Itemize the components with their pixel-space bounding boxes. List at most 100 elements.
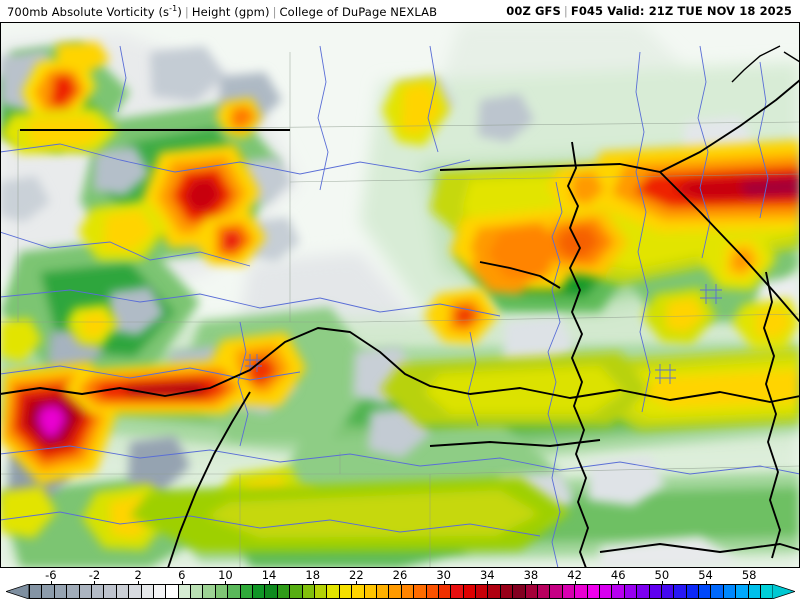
colorbar-cell[interactable] <box>761 585 773 598</box>
colorbar-tick <box>530 581 532 584</box>
colorbar-tick <box>661 581 663 584</box>
colorbar-cell[interactable] <box>525 585 539 598</box>
model-run-label: 00Z GFS <box>506 4 561 18</box>
colorbar-cell[interactable] <box>513 585 526 598</box>
vorticity-field <box>0 22 800 568</box>
colorbar-cell[interactable] <box>339 585 353 598</box>
colorbar-cell[interactable] <box>30 585 43 598</box>
colorbar-cell[interactable] <box>42 585 55 598</box>
colorbar-tick-label: -2 <box>88 568 101 582</box>
colorbar-tick <box>94 581 96 584</box>
colorbar-cell[interactable] <box>550 585 563 598</box>
colorbar-cell[interactable] <box>401 585 415 598</box>
colorbar-cell[interactable] <box>203 585 216 598</box>
colorbar-cell[interactable] <box>54 585 68 598</box>
header-title-left: 700mb Absolute Vorticity (s-1) | Height (g… <box>7 4 437 19</box>
colorbar-cell[interactable] <box>599 585 613 598</box>
colorbar-cell[interactable] <box>364 585 377 598</box>
colorbar-cell[interactable] <box>389 585 402 598</box>
colorbar-cell[interactable] <box>91 585 105 598</box>
colorbar-tick-label: -6 <box>45 568 57 582</box>
colorbar-extend-low-arrow <box>6 584 29 599</box>
colorbar-tick-label: 54 <box>698 568 713 582</box>
map-canvas[interactable] <box>0 22 800 568</box>
colorbar-cell[interactable] <box>228 585 241 598</box>
colorbar-tick-label: 30 <box>436 568 451 582</box>
colorbar-tick <box>225 581 227 584</box>
product-unit-exponent: -1 <box>169 4 178 13</box>
colorbar-cell[interactable] <box>748 585 762 598</box>
valid-time-label: F045 Valid: 21Z TUE NOV 18 2025 <box>570 4 792 18</box>
colorbar-cell[interactable] <box>723 585 737 598</box>
colorbar-cell[interactable] <box>352 585 365 598</box>
colorbar-cell[interactable] <box>674 585 687 598</box>
colorbar-cell[interactable] <box>711 585 724 598</box>
colorbar-cell[interactable] <box>612 585 625 598</box>
colorbar-cell[interactable] <box>253 585 266 598</box>
colorbar-cell[interactable] <box>538 585 551 598</box>
colorbar-cell[interactable] <box>463 585 477 598</box>
colorbar-cell[interactable] <box>327 585 340 598</box>
colorbar-cell[interactable] <box>736 585 749 598</box>
header-separator-3: | <box>563 4 568 18</box>
colorbar-cell[interactable] <box>575 585 588 598</box>
colorbar-cell[interactable] <box>686 585 700 598</box>
colorbar-cell[interactable] <box>265 585 278 598</box>
colorbar-cell[interactable] <box>500 585 514 598</box>
colorbar-cell[interactable] <box>191 585 204 598</box>
colorbar-cell[interactable] <box>637 585 650 598</box>
header-separator-1: | <box>184 4 189 19</box>
colorbar-tick-label: 22 <box>349 568 364 582</box>
colorbar-cell[interactable] <box>699 585 712 598</box>
colorbar-cell[interactable] <box>116 585 130 598</box>
colorbar-tick-label: 50 <box>654 568 670 582</box>
colorbar-cell[interactable] <box>649 585 662 598</box>
colorbar-tick <box>50 581 52 584</box>
colorbar-cell[interactable] <box>426 585 439 598</box>
colorbar-tick <box>269 581 271 584</box>
field2-label: Height (gpm) <box>191 4 270 19</box>
colorbar-cell[interactable] <box>240 585 254 598</box>
colorbar-cell[interactable] <box>476 585 489 598</box>
colorbar-cell[interactable] <box>290 585 303 598</box>
colorbar-swatches[interactable] <box>29 584 773 599</box>
colorbar-cell[interactable] <box>153 585 167 598</box>
colorbar-cell[interactable] <box>624 585 638 598</box>
colorbar-cell[interactable] <box>376 585 390 598</box>
colorbar-tick-label: 42 <box>567 568 582 582</box>
colorbar-cell[interactable] <box>587 585 600 598</box>
product-label: 700mb Absolute Vorticity (s <box>7 4 170 19</box>
product-label-close: ) <box>177 4 182 19</box>
colorbar-cell[interactable] <box>79 585 92 598</box>
colorbar-tick-label: 58 <box>741 568 757 582</box>
colorbar-cell[interactable] <box>488 585 501 598</box>
colorbar-cell[interactable] <box>277 585 291 598</box>
colorbar-tick-label: 46 <box>610 568 626 582</box>
colorbar-tick <box>574 581 576 584</box>
colorbar-cell[interactable] <box>166 585 179 598</box>
colorbar-cell[interactable] <box>562 585 576 598</box>
colorbar-cell[interactable] <box>438 585 452 598</box>
colorbar-tick <box>705 581 707 584</box>
colorbar-cell[interactable] <box>414 585 427 598</box>
colorbar-tick <box>443 581 445 584</box>
colorbar-tick-label: 18 <box>305 568 321 582</box>
header-bar: 700mb Absolute Vorticity (s-1) | Height (g… <box>0 0 800 22</box>
colorbar-cell[interactable] <box>178 585 192 598</box>
colorbar-cell[interactable] <box>129 585 142 598</box>
colorbar-tick-label: 6 <box>178 568 186 582</box>
colorbar-cell[interactable] <box>302 585 315 598</box>
colorbar-tick-label: 14 <box>261 568 277 582</box>
source-label: College of DuPage NEXLAB <box>279 4 438 19</box>
colorbar-cell[interactable] <box>67 585 80 598</box>
header-separator-2: | <box>272 4 277 19</box>
colorbar-cell[interactable] <box>215 585 229 598</box>
colorbar-cell[interactable] <box>141 585 154 598</box>
colorbar-cell[interactable] <box>104 585 117 598</box>
colorbar[interactable]: -6 -2 2 6 10 14 18 22 26 30 34 38 42 46 50 54 58 <box>0 568 800 600</box>
colorbar-tick-label: 2 <box>134 568 142 582</box>
colorbar-cell[interactable] <box>314 585 328 598</box>
colorbar-tick <box>749 581 751 584</box>
colorbar-cell[interactable] <box>451 585 464 598</box>
colorbar-cell[interactable] <box>661 585 675 598</box>
